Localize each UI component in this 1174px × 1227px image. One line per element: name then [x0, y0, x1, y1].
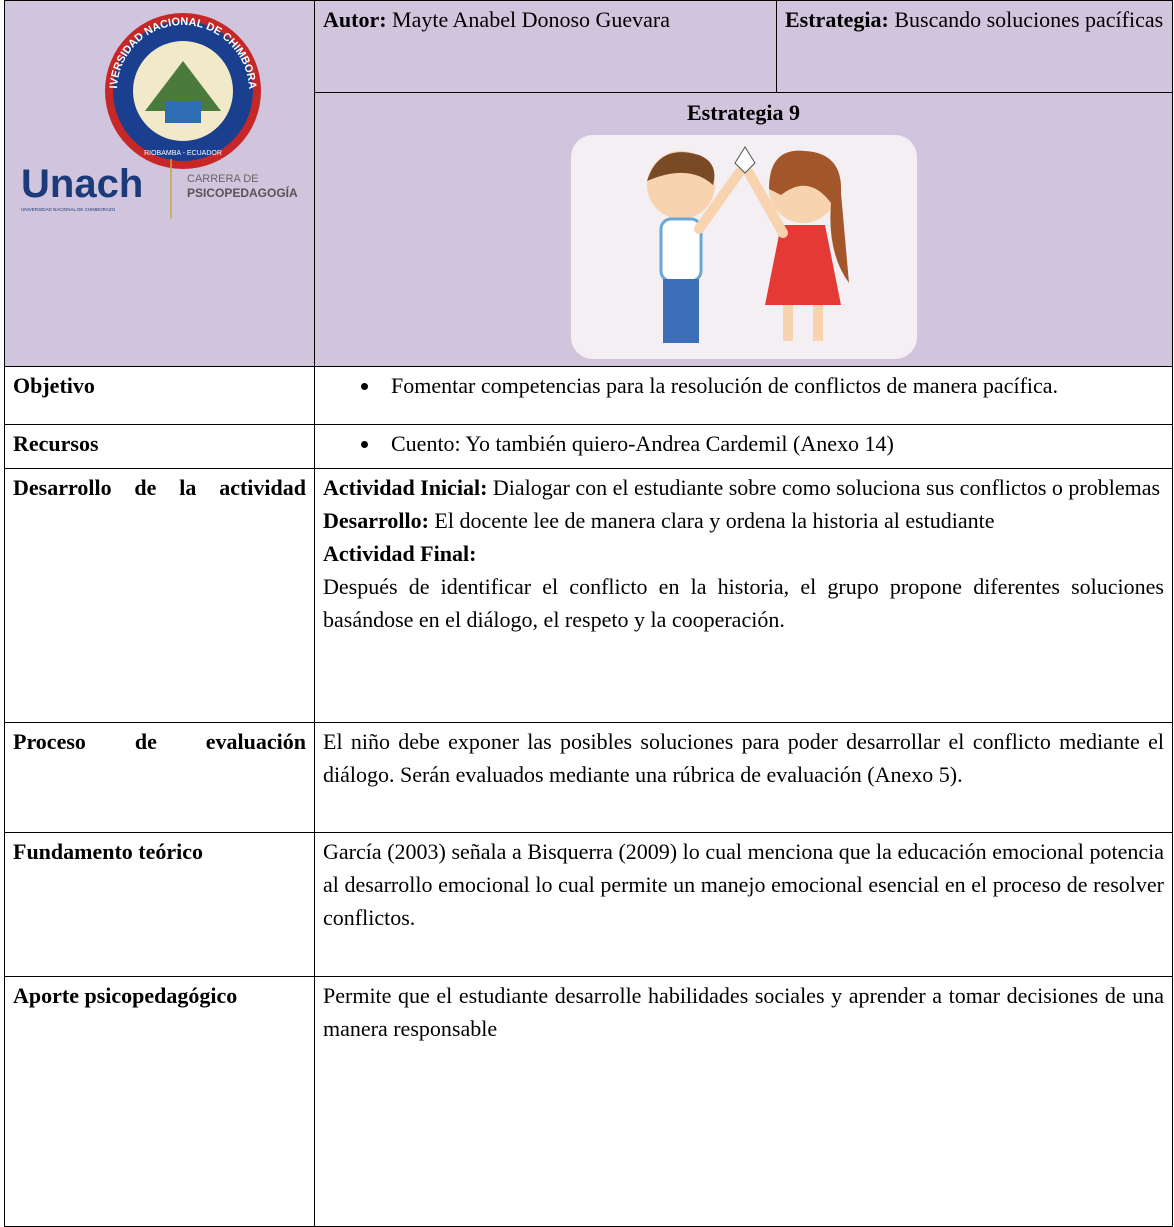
boy-arm [693, 168, 744, 234]
row-content: Actividad Inicial: Dialogar con el estud… [314, 468, 1173, 723]
girl-arm [743, 168, 788, 238]
girl-dress [764, 225, 841, 305]
row: Recursos Cuento: Yo también quiero-Andre… [4, 424, 1173, 469]
bullet-list: Cuento: Yo también quiero-Andrea Cardemi… [323, 427, 1164, 460]
logo: UNIVERSIDAD NACIONAL DE CHIMBORAZO RIOBA… [5, 1, 298, 219]
row-label: Desarrollo de la actividad [4, 468, 315, 723]
header-row: UNIVERSIDAD NACIONAL DE CHIMBORAZO RIOBA… [4, 0, 1173, 367]
row-content: Cuento: Yo también quiero-Andrea Cardemi… [314, 424, 1173, 469]
boy-pants [662, 279, 699, 343]
part-heading: Actividad Final: [323, 541, 477, 566]
seal-shield [165, 101, 201, 123]
row-label: Fundamento teórico [4, 832, 315, 977]
paragraph: Desarrollo: El docente lee de manera cla… [323, 504, 1164, 537]
bullet-list: Fomentar competencias para la resolución… [323, 369, 1164, 402]
row: Proceso de evaluación El niño debe expon… [4, 722, 1173, 833]
row: Objetivo Fomentar competencias para la r… [4, 366, 1173, 425]
row: Desarrollo de la actividad Actividad Ini… [4, 468, 1173, 723]
row-label-text: Proceso de evaluación [13, 729, 306, 754]
row-content: El niño debe exponer las posibles soluci… [314, 722, 1173, 833]
strategy-label: Estrategia: [785, 7, 889, 32]
strategy-cell: Estrategia: Buscando soluciones pacífica… [776, 0, 1173, 93]
career-line2: PSICOPEDAGOGÍA [187, 185, 298, 200]
paragraph: Actividad Inicial: Dialogar con el estud… [323, 471, 1164, 504]
row-label: Proceso de evaluación [4, 722, 315, 833]
career-line1: CARRERA DE [187, 173, 259, 185]
paragraph: Después de identificar el conflicto en l… [323, 574, 1164, 632]
row: Fundamento teórico García (2003) señala … [4, 832, 1173, 977]
row-content: García (2003) señala a Bisquerra (2009) … [314, 832, 1173, 977]
girl-leg [782, 305, 793, 341]
girl-hair [768, 150, 849, 283]
row-label: Aporte psicopedagógico [4, 976, 315, 1227]
seal-bottom: RIOBAMBA - ECUADOR [144, 150, 222, 157]
row-label: Objetivo [4, 366, 315, 425]
author-cell: Autor: Mayte Anabel Donoso Guevara [314, 0, 777, 93]
header-row-2: Estrategia 9 [5, 92, 1173, 367]
high-five [733, 146, 756, 174]
bullet-item: Cuento: Yo también quiero-Andrea Cardemi… [381, 427, 1164, 460]
row: Aporte psicopedagógico Permite que el es… [4, 976, 1173, 1227]
girl-leg [812, 305, 823, 341]
brand-sub: UNIVERSIDAD NACIONAL DE CHIMBORAZO [21, 207, 116, 212]
illustration-cell: Estrategia 9 [314, 92, 1173, 367]
bullet-item: Fomentar competencias para la resolución… [381, 369, 1164, 402]
row-label: Recursos [4, 424, 315, 469]
part-heading: Desarrollo: [323, 508, 429, 533]
paragraph: Actividad Final: [323, 537, 1164, 570]
strategy-value: Buscando soluciones pacíficas [894, 7, 1164, 32]
strategy-number: Estrategia 9 [686, 100, 801, 125]
strategy-table: UNIVERSIDAD NACIONAL DE CHIMBORAZO RIOBA… [4, 0, 1173, 1227]
part-text: Dialogar con el estudiante sobre como so… [492, 475, 1161, 500]
author-label: Autor: [323, 7, 387, 32]
brand: Unach [21, 162, 143, 206]
illustration [570, 135, 917, 359]
row-label-text: Desarrollo de la actividad [13, 475, 306, 500]
row-content: Permite que el estudiante desarrolle hab… [314, 976, 1173, 1227]
part-text: El docente lee de manera clara y ordena … [434, 508, 995, 533]
author-value: Mayte Anabel Donoso Guevara [392, 7, 671, 32]
seal-mountain [145, 61, 221, 111]
row-content: Fomentar competencias para la resolución… [314, 366, 1173, 425]
part-heading: Actividad Inicial: [323, 475, 488, 500]
boy-hair [646, 152, 714, 185]
logo-cell: UNIVERSIDAD NACIONAL DE CHIMBORAZO RIOBA… [4, 0, 315, 367]
